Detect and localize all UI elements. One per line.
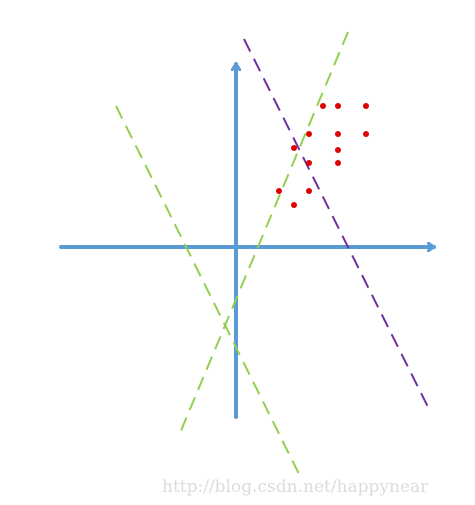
data-point	[276, 188, 282, 194]
data-point	[363, 131, 369, 137]
data-point	[306, 131, 312, 137]
boundary-line-green-right	[179, 31, 349, 434]
data-point	[335, 160, 341, 166]
data-point	[306, 160, 312, 166]
data-point	[320, 103, 326, 109]
data-point	[335, 147, 341, 153]
boundary-line-green-left	[115, 105, 301, 477]
data-point	[291, 145, 297, 151]
data-points	[276, 103, 369, 208]
watermark-text: http://blog.csdn.net/happynear	[162, 477, 429, 497]
data-point	[363, 103, 369, 109]
data-point	[291, 202, 297, 208]
boundary-line-purple	[243, 38, 429, 408]
data-point	[306, 188, 312, 194]
data-point	[335, 103, 341, 109]
data-point	[335, 131, 341, 137]
